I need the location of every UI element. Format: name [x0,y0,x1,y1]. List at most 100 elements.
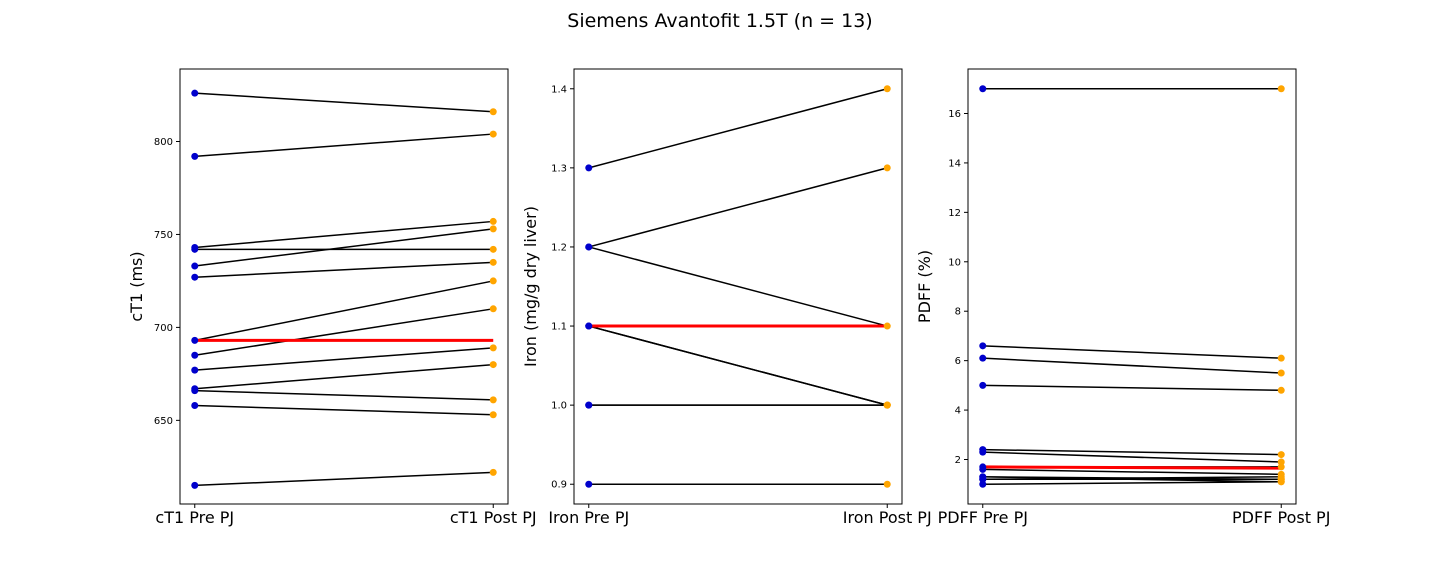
post-point [1277,369,1285,377]
subject-line [194,280,494,342]
pre-point [191,401,199,409]
subject-line [194,471,494,487]
y-tick-label: 650 [154,416,173,427]
panel-3: 2 4 6 8 10 12 14 16 PDFF Pre PJ PDFF Post PJ PDFF … [915,68,1330,527]
y-tick-label: 1.3 [551,163,567,174]
panel-2: 0.9 1.0 1.1 1.2 1.3 1.4 Iron Pre PJ Iron Post P… [521,68,932,527]
y-tick-label: 1.0 [551,401,567,412]
pre-point [585,322,593,330]
x-category-label: cT1 Pre PJ [155,508,234,527]
x-category-label: Iron Post PJ [843,508,932,527]
subject-line [982,345,1282,359]
post-point [883,401,891,409]
panel-1: 650 700 750 800 cT1 Pre PJ cT1 Post PJ cT1 (ms… [127,68,537,527]
pre-point [191,481,199,489]
subject-line [982,481,1282,485]
pre-point [585,164,593,172]
subject-line [588,325,888,406]
plot-frame [179,68,509,505]
plot-frame [967,68,1297,505]
pre-point [979,354,987,362]
pre-point [191,262,199,270]
post-point [489,305,497,313]
post-point [489,217,497,225]
y-tick-label: 1.1 [551,322,567,333]
x-category-label: PDFF Pre PJ [938,508,1028,527]
pre-point [191,366,199,374]
post-point [1277,451,1285,459]
subject-line [194,363,494,390]
y-tick-label: 1.2 [551,242,567,253]
subject-line [982,451,1282,463]
post-point [1277,478,1285,486]
y-tick-label: 800 [154,137,173,148]
subject-line [194,389,494,401]
post-point [883,164,891,172]
y-axis-title: Iron (mg/g dry liver) [521,206,540,367]
pre-point [191,245,199,253]
post-point [1277,386,1285,394]
pre-point [979,85,987,93]
post-point [489,277,497,285]
y-tick-label: 1.4 [551,84,567,95]
plot-frame [573,68,903,505]
pre-point [979,480,987,488]
x-category-label: PDFF Post PJ [1232,508,1330,527]
subject-line [982,384,1282,392]
subject-line [194,308,494,357]
y-tick-label: 750 [154,230,173,241]
y-tick-label: 2 [955,455,961,466]
subject-line [588,88,888,169]
pre-point [191,89,199,97]
subject-line [194,261,494,278]
y-tick-label: 16 [948,109,961,120]
x-category-label: Iron Pre PJ [548,508,629,527]
mean-line [982,465,1282,470]
subject-line [982,468,1282,476]
pre-point [191,336,199,344]
post-point [1277,463,1285,471]
post-point [489,411,497,419]
x-category-label: cT1 Post PJ [450,508,537,527]
subject-line [194,133,494,158]
post-point [1277,354,1285,362]
y-tick-label: 0.9 [551,480,567,491]
pre-point [191,152,199,160]
subject-line [194,92,494,113]
pre-point [979,342,987,350]
y-axis-title: cT1 (ms) [127,251,146,321]
post-point [489,225,497,233]
subject-line [194,404,494,416]
post-point [489,245,497,253]
post-point [883,322,891,330]
post-point [489,468,497,476]
post-point [489,344,497,352]
y-tick-label: 10 [948,257,961,268]
subject-line [194,228,494,267]
panels: 650 700 750 800 cT1 Pre PJ cT1 Post PJ cT1 (ms… [127,68,1330,527]
pre-point [979,475,987,483]
pre-point [191,351,199,359]
pre-point [979,448,987,456]
pre-point [585,480,593,488]
post-point [1277,85,1285,93]
post-point [489,108,497,116]
subject-line [982,448,1282,456]
pre-point [585,243,593,251]
pre-point [979,465,987,473]
subject-line [588,246,888,327]
post-point [489,396,497,404]
post-point [489,258,497,266]
post-point [489,130,497,138]
y-tick-label: 8 [955,307,961,318]
subject-line [194,220,494,249]
y-axis-title: PDFF (%) [915,250,934,323]
subject-line [588,167,888,248]
y-tick-label: 700 [154,323,173,334]
pre-point [191,273,199,281]
y-tick-label: 12 [948,208,961,219]
figure-title: Siemens Avantofit 1.5T (n = 13) [567,10,872,32]
y-tick-label: 14 [948,158,961,169]
pre-point [979,381,987,389]
